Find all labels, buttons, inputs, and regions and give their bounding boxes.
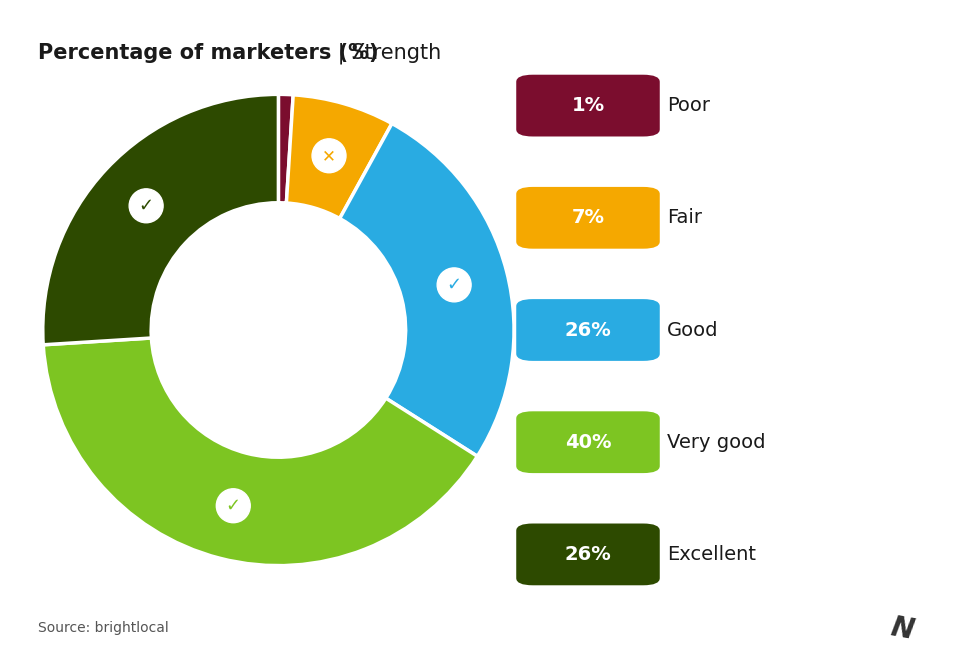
Circle shape	[130, 189, 163, 223]
Text: 40%: 40%	[564, 433, 612, 451]
FancyBboxPatch shape	[516, 75, 660, 137]
Wedge shape	[278, 94, 293, 203]
Wedge shape	[340, 123, 514, 456]
Wedge shape	[43, 94, 278, 345]
FancyBboxPatch shape	[516, 187, 660, 249]
Text: Good: Good	[667, 321, 719, 339]
Text: Fair: Fair	[667, 209, 702, 227]
Text: 7%: 7%	[571, 209, 605, 227]
Wedge shape	[286, 95, 392, 218]
Text: ✕: ✕	[323, 147, 336, 165]
Circle shape	[437, 268, 471, 302]
Wedge shape	[43, 338, 477, 566]
Text: 1%: 1%	[571, 96, 605, 115]
Text: Percentage of marketers (%): Percentage of marketers (%)	[38, 43, 379, 63]
Text: 26%: 26%	[564, 321, 612, 339]
Text: ✓: ✓	[446, 276, 462, 294]
Text: | Strength: | Strength	[331, 43, 442, 65]
FancyBboxPatch shape	[516, 299, 660, 361]
Text: N: N	[889, 613, 916, 644]
Circle shape	[312, 139, 346, 173]
Text: ✓: ✓	[138, 197, 154, 214]
Circle shape	[216, 489, 251, 523]
Text: ✓: ✓	[226, 497, 241, 515]
Text: Poor: Poor	[667, 96, 710, 115]
Text: Source: brightlocal: Source: brightlocal	[38, 621, 169, 636]
Text: Very good: Very good	[667, 433, 766, 451]
Text: Excellent: Excellent	[667, 545, 756, 564]
FancyBboxPatch shape	[516, 523, 660, 585]
FancyBboxPatch shape	[516, 411, 660, 473]
Text: 26%: 26%	[564, 545, 612, 564]
